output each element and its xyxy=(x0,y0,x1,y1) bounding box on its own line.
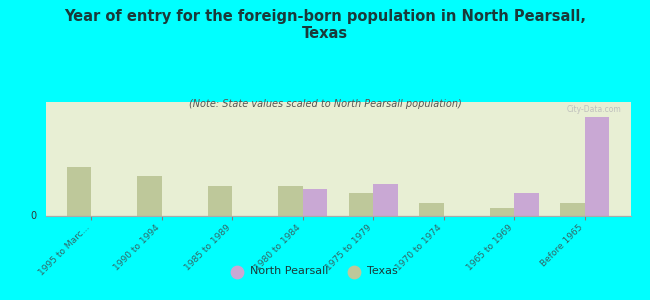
Bar xyxy=(560,203,585,216)
Bar xyxy=(67,167,91,216)
Bar xyxy=(489,208,514,216)
Bar xyxy=(585,117,609,216)
Bar xyxy=(303,189,328,216)
Bar xyxy=(373,184,398,216)
Bar xyxy=(419,203,444,216)
Bar xyxy=(278,186,303,216)
Bar xyxy=(514,193,539,216)
Bar xyxy=(207,186,232,216)
Text: City-Data.com: City-Data.com xyxy=(567,105,621,114)
Point xyxy=(349,269,359,274)
Point xyxy=(232,269,242,274)
Text: 0: 0 xyxy=(31,211,37,221)
Text: (Note: State values scaled to North Pearsall population): (Note: State values scaled to North Pear… xyxy=(188,99,462,109)
Text: North Pearsall: North Pearsall xyxy=(250,266,329,277)
Text: Year of entry for the foreign-born population in North Pearsall,
Texas: Year of entry for the foreign-born popul… xyxy=(64,9,586,41)
Bar xyxy=(348,193,373,216)
Bar xyxy=(137,176,162,216)
Text: Texas: Texas xyxy=(367,266,398,277)
